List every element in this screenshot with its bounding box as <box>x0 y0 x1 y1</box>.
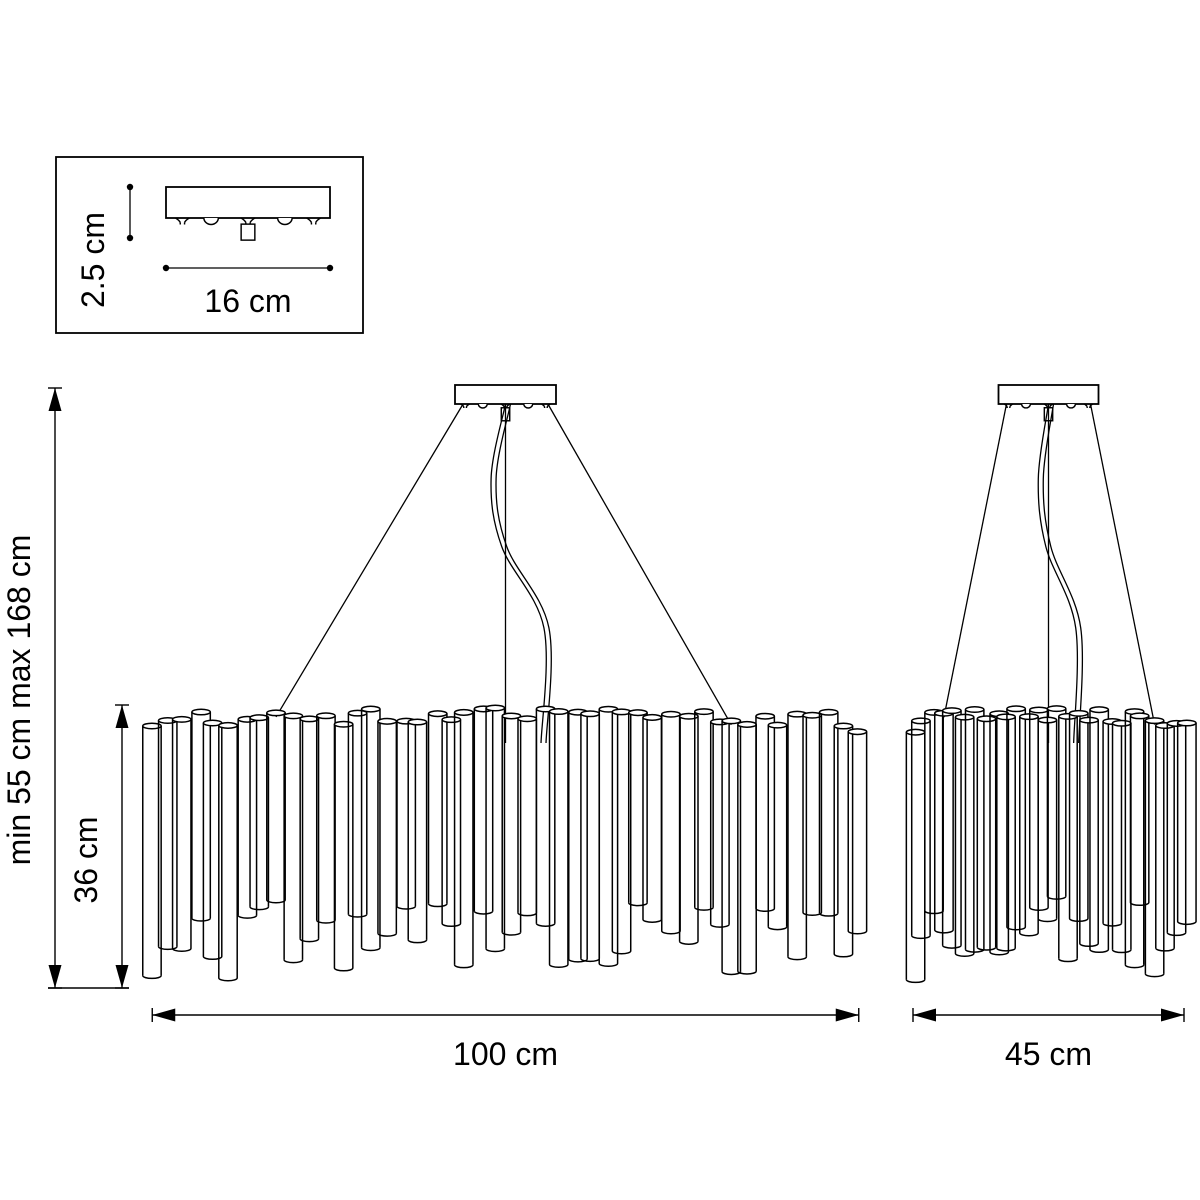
svg-text:2.5 cm: 2.5 cm <box>75 212 111 308</box>
svg-text:45 cm: 45 cm <box>1005 1036 1092 1072</box>
svg-text:100 cm: 100 cm <box>453 1036 558 1072</box>
svg-text:36 cm: 36 cm <box>68 816 104 903</box>
svg-text:min 55 cm max 168 cm: min 55 cm max 168 cm <box>1 535 37 866</box>
svg-text:16 cm: 16 cm <box>204 283 291 319</box>
